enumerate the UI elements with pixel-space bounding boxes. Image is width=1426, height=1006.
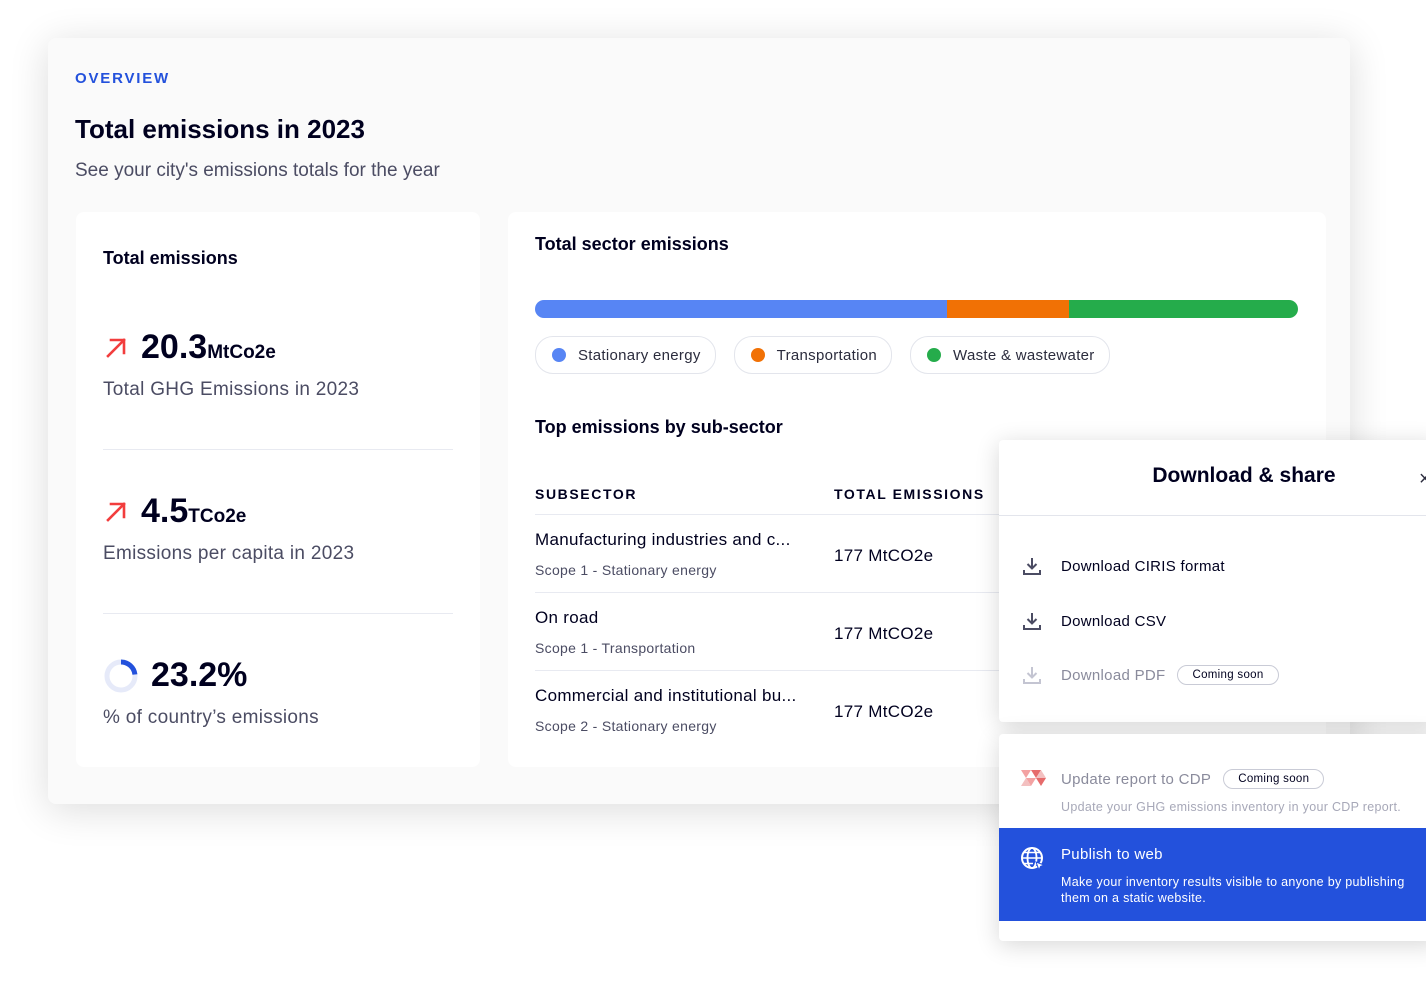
- download-label: Download CSV: [1061, 612, 1167, 630]
- legend-dot: [552, 348, 566, 362]
- stat-label: Emissions per capita in 2023: [103, 543, 355, 564]
- close-icon[interactable]: ×: [1419, 468, 1426, 490]
- stat-total-ghg: 20.3 MtCo2e Total GHG Emissions in 2023: [103, 328, 453, 401]
- download-label: Download PDF: [1061, 666, 1166, 684]
- subsector-scope: Scope 1 - Transportation: [535, 640, 696, 656]
- coming-soon-badge: Coming soon: [1177, 665, 1279, 685]
- page-subtitle: See your city's emissions totals for the…: [75, 160, 440, 181]
- subsector-total: 177 MtCO2e: [834, 702, 934, 721]
- download-pdf-button: Download PDF Coming soon: [1021, 664, 1279, 686]
- legend-chip-waste[interactable]: Waste & wastewater: [910, 336, 1110, 374]
- row-divider: [535, 514, 1325, 515]
- stat-value: 4.5: [141, 492, 189, 530]
- bar-segment-transportation: [947, 300, 1070, 318]
- download-icon: [1023, 558, 1041, 575]
- divider: [103, 449, 453, 450]
- stat-unit: MtCo2e: [207, 342, 276, 363]
- legend-label: Stationary energy: [578, 346, 701, 364]
- section-eyebrow: OVERVIEW: [75, 70, 170, 87]
- coming-soon-badge: Coming soon: [1223, 769, 1325, 789]
- subsector-total: 177 MtCO2e: [834, 624, 934, 643]
- card-title: Total emissions: [103, 248, 238, 268]
- cdp-description: Update your GHG emissions inventory in y…: [1061, 800, 1402, 814]
- stat-country-share: 23.2% % of country’s emissions: [103, 656, 453, 729]
- total-emissions-card: Total emissions 20.3 MtCo2e Total GHG Em…: [76, 212, 480, 767]
- download-icon: [1023, 667, 1041, 684]
- sector-stacked-bar: [535, 300, 1298, 318]
- cdp-label: Update report to CDP: [1061, 770, 1212, 788]
- trend-up-arrow-icon: [106, 501, 126, 522]
- card-title: Total sector emissions: [535, 234, 729, 254]
- donut-progress-icon: [104, 659, 138, 692]
- subsector-name: Commercial and institutional bu...: [535, 686, 797, 705]
- column-header-total-emissions: TOTAL EMISSIONS: [834, 486, 985, 502]
- publish-label: Publish to web: [1061, 846, 1163, 863]
- legend-chip-transportation[interactable]: Transportation: [733, 336, 893, 374]
- update-cdp-item: Update report to CDP Coming soon Update …: [1019, 766, 1426, 814]
- cdp-logo-icon: [1021, 770, 1046, 786]
- sector-legend: Stationary energy Transportation Waste &…: [535, 336, 1110, 374]
- download-ciris-button[interactable]: Download CIRIS format: [1021, 555, 1225, 577]
- row-divider: [535, 592, 1325, 593]
- stat-per-capita: 4.5 TCo2e Emissions per capita in 2023: [103, 492, 453, 565]
- download-csv-button[interactable]: Download CSV: [1021, 610, 1166, 632]
- download-icon: [1023, 613, 1041, 630]
- table-row[interactable]: Manufacturing industries and c... Scope …: [535, 514, 1325, 592]
- legend-dot: [927, 348, 942, 362]
- divider: [103, 613, 453, 614]
- column-header-subsector: SUBSECTOR: [535, 486, 638, 502]
- legend-dot: [750, 348, 765, 362]
- subsector-name: Manufacturing industries and c...: [535, 530, 791, 549]
- trend-up-arrow-icon: [106, 337, 126, 358]
- table-row[interactable]: On road Scope 1 - Transportation 177 MtC…: [535, 592, 1325, 670]
- legend-chip-stationary-energy[interactable]: Stationary energy: [535, 336, 716, 374]
- subsector-total: 177 MtCO2e: [834, 546, 934, 565]
- download-share-popup: Download & share × Download CIRIS format…: [999, 440, 1426, 722]
- publish-description: Make your inventory results visible to a…: [1061, 875, 1405, 905]
- download-label: Download CIRIS format: [1061, 557, 1225, 575]
- popup-title: Download & share: [1152, 464, 1336, 487]
- table-title: Top emissions by sub-sector: [535, 417, 783, 437]
- stat-value: 23.2%: [151, 656, 248, 694]
- overview-panel: OVERVIEW Total emissions in 2023 See you…: [48, 38, 1350, 804]
- stat-label: % of country’s emissions: [103, 707, 319, 728]
- table-row[interactable]: Commercial and institutional bu... Scope…: [535, 670, 1325, 748]
- stat-value: 20.3: [141, 328, 208, 366]
- legend-label: Transportation: [776, 346, 878, 364]
- stat-unit: TCo2e: [188, 506, 247, 527]
- row-divider: [535, 670, 1325, 671]
- share-popup: Update report to CDP Coming soon Update …: [999, 734, 1426, 941]
- bar-segment-stationary-energy: [535, 300, 948, 318]
- page-title: Total emissions in 2023: [75, 114, 365, 144]
- legend-label: Waste & wastewater: [953, 346, 1095, 364]
- stat-label: Total GHG Emissions in 2023: [103, 379, 360, 400]
- subsector-name: On road: [535, 608, 599, 627]
- publish-to-web-button[interactable]: Publish to web Make your inventory resul…: [999, 828, 1426, 921]
- subsector-scope: Scope 2 - Stationary energy: [535, 718, 717, 734]
- subsector-scope: Scope 1 - Stationary energy: [535, 562, 717, 578]
- bar-segment-waste: [1069, 300, 1298, 318]
- globe-icon: [1021, 847, 1046, 872]
- popup-divider: [999, 515, 1426, 516]
